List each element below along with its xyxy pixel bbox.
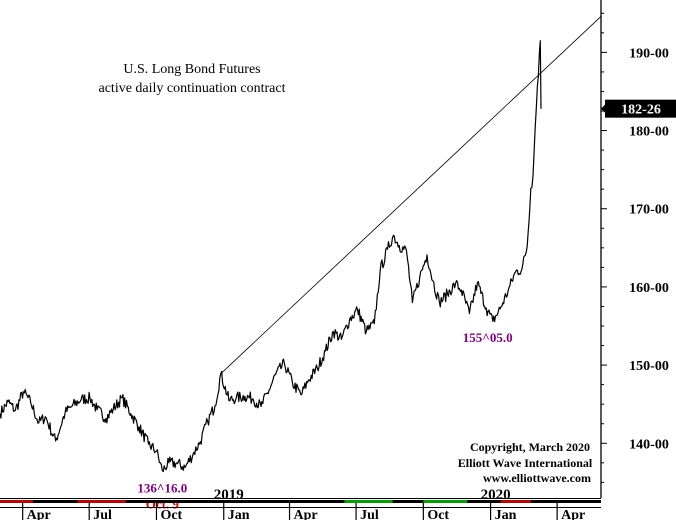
y-tick-label: 180-00 <box>629 125 669 140</box>
y-tick-label: 150-00 <box>629 359 669 374</box>
x-axis-band-segment <box>423 500 468 503</box>
copyright-line-1: Copyright, March 2020 <box>470 440 590 454</box>
y-tick-label: 160-00 <box>629 281 669 296</box>
x-axis-band-segment <box>344 500 393 503</box>
x-tick-label: Jul <box>93 508 112 520</box>
last-value-box <box>605 99 676 118</box>
year-label: 2019 <box>214 487 244 503</box>
copyright-line-3: www.elliottwave.com <box>483 471 591 485</box>
x-tick-label: Apr <box>27 508 51 520</box>
year-label: 2020 <box>481 487 511 503</box>
x-tick-label: Oct <box>427 508 449 520</box>
last-value-pointer <box>601 102 607 115</box>
x-tick-label: Apr <box>561 508 585 520</box>
annotation-label: 155^05.0 <box>463 330 513 345</box>
x-axis-band-segment <box>500 500 531 503</box>
last-value-label: 182-26 <box>621 103 661 118</box>
x-tick-label: Jan <box>228 508 250 520</box>
y-tick-label: 190-00 <box>629 46 669 61</box>
x-tick-label: Jan <box>495 508 517 520</box>
y-tick-label: 140-00 <box>629 437 669 452</box>
x-axis-band-segment <box>77 500 126 503</box>
chart-subtitle: active daily continuation contract <box>99 81 286 96</box>
chart-title: U.S. Long Bond Futures <box>123 62 260 77</box>
annotation-label: 136^16.0 <box>137 481 187 496</box>
copyright-line-2: Elliott Wave International <box>458 456 593 470</box>
trendline <box>220 16 602 374</box>
price-series <box>0 40 542 473</box>
x-axis-band-segment <box>0 500 33 503</box>
x-tick-label: Jul <box>360 508 379 520</box>
x-axis-band <box>0 500 601 503</box>
x-tick-label: Apr <box>294 508 318 520</box>
x-tick-label: Oct <box>160 508 182 520</box>
y-tick-label: 170-00 <box>629 203 669 218</box>
